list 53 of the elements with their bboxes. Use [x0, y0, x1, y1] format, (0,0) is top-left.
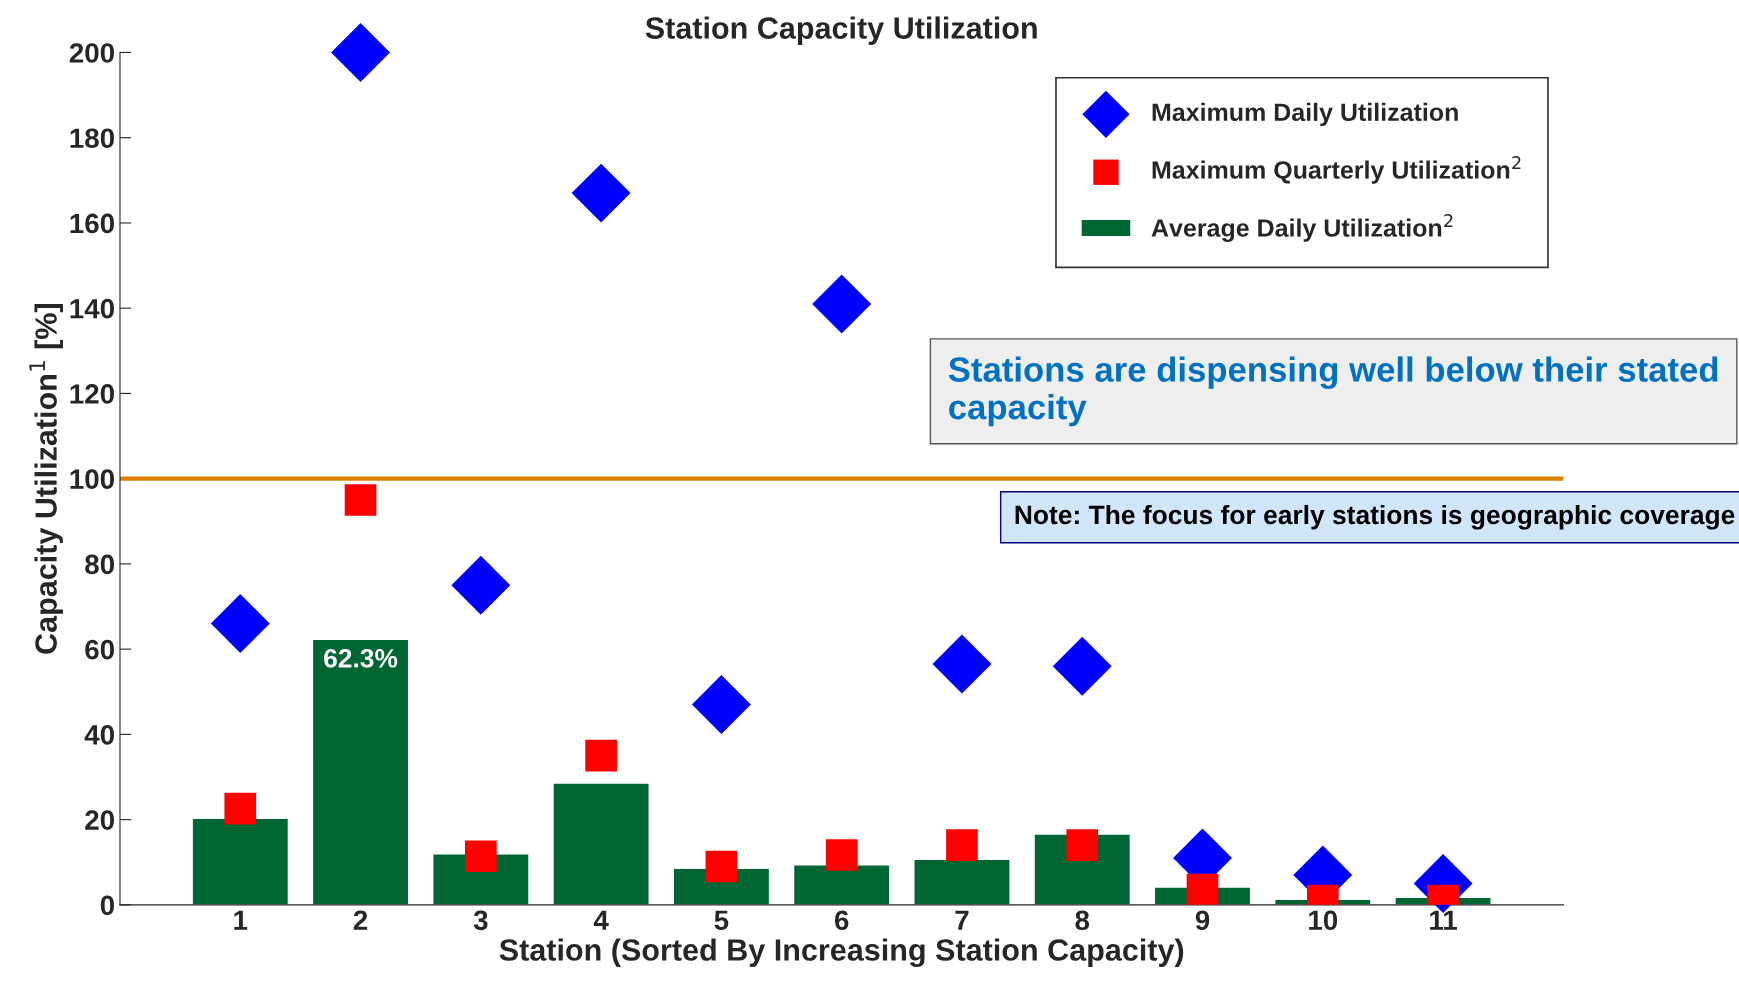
- legend-label: Average Daily Utilization$^{2}$: [1151, 214, 1453, 242]
- point: [210, 594, 270, 654]
- bar: [311, 638, 410, 905]
- y-tick-label: 100: [70, 469, 114, 489]
- x-tick-label: 7: [955, 910, 969, 930]
- y-tick-label: 180: [70, 128, 114, 149]
- point: [344, 484, 377, 516]
- y-axis-title: Capacity Utilization$^{1}$ [%]: [29, 304, 63, 654]
- y-tick-label: 80: [85, 554, 114, 575]
- y-tick-label: 120: [70, 384, 114, 404]
- legend-label: Maximum Quarterly Utilization$^{2}$: [1152, 156, 1521, 184]
- x-tick-label: 9: [1195, 910, 1210, 931]
- bar: [552, 782, 650, 905]
- point: [1186, 873, 1219, 905]
- x-tick-label: 4: [593, 910, 609, 930]
- point: [705, 850, 738, 883]
- y-tick-label: 40: [84, 725, 114, 745]
- x-axis-title: Station (Sorted By Increasing Station Capacity): [499, 938, 1184, 968]
- point: [1052, 636, 1112, 696]
- x-tick-label: 2: [353, 910, 368, 930]
- point: [585, 739, 617, 772]
- y-tick-label: 200: [69, 43, 114, 63]
- legend-label: Maximum Daily Utilization: [1152, 102, 1458, 127]
- y-tick-label: 140: [70, 298, 114, 319]
- y-tick-label: 160: [70, 213, 114, 234]
- point: [331, 23, 391, 82]
- data-label: 62.3%: [324, 648, 398, 668]
- x-tick-label: 3: [473, 910, 488, 931]
- y-tick-label: 0: [100, 895, 114, 916]
- x-tick-label: 5: [714, 910, 729, 931]
- x-tick-label: 10: [1309, 910, 1338, 931]
- point: [224, 792, 257, 825]
- annotation: Note: The focus for early stations is geographic coverage: [1015, 504, 1735, 530]
- x-tick-label: 6: [834, 910, 849, 931]
- chart-title: Station Capacity Utilization: [645, 16, 1037, 45]
- y-tick-label: 20: [85, 810, 114, 830]
- bar: [191, 817, 290, 905]
- point: [571, 163, 631, 223]
- point: [451, 555, 511, 615]
- bar: [792, 864, 891, 905]
- point: [1066, 829, 1099, 862]
- point: [932, 634, 992, 694]
- point: [691, 675, 751, 735]
- x-tick-label: 8: [1075, 910, 1090, 931]
- point: [812, 274, 872, 334]
- bar: [913, 858, 1011, 905]
- x-tick-label: 11: [1430, 910, 1457, 930]
- point: [465, 840, 497, 873]
- annotation: Stations are dispensing well below their stated capacity: [948, 356, 1718, 427]
- point: [946, 829, 978, 862]
- y-tick-label: 60: [85, 639, 114, 660]
- x-tick-label: 1: [234, 910, 248, 930]
- point: [825, 839, 858, 871]
